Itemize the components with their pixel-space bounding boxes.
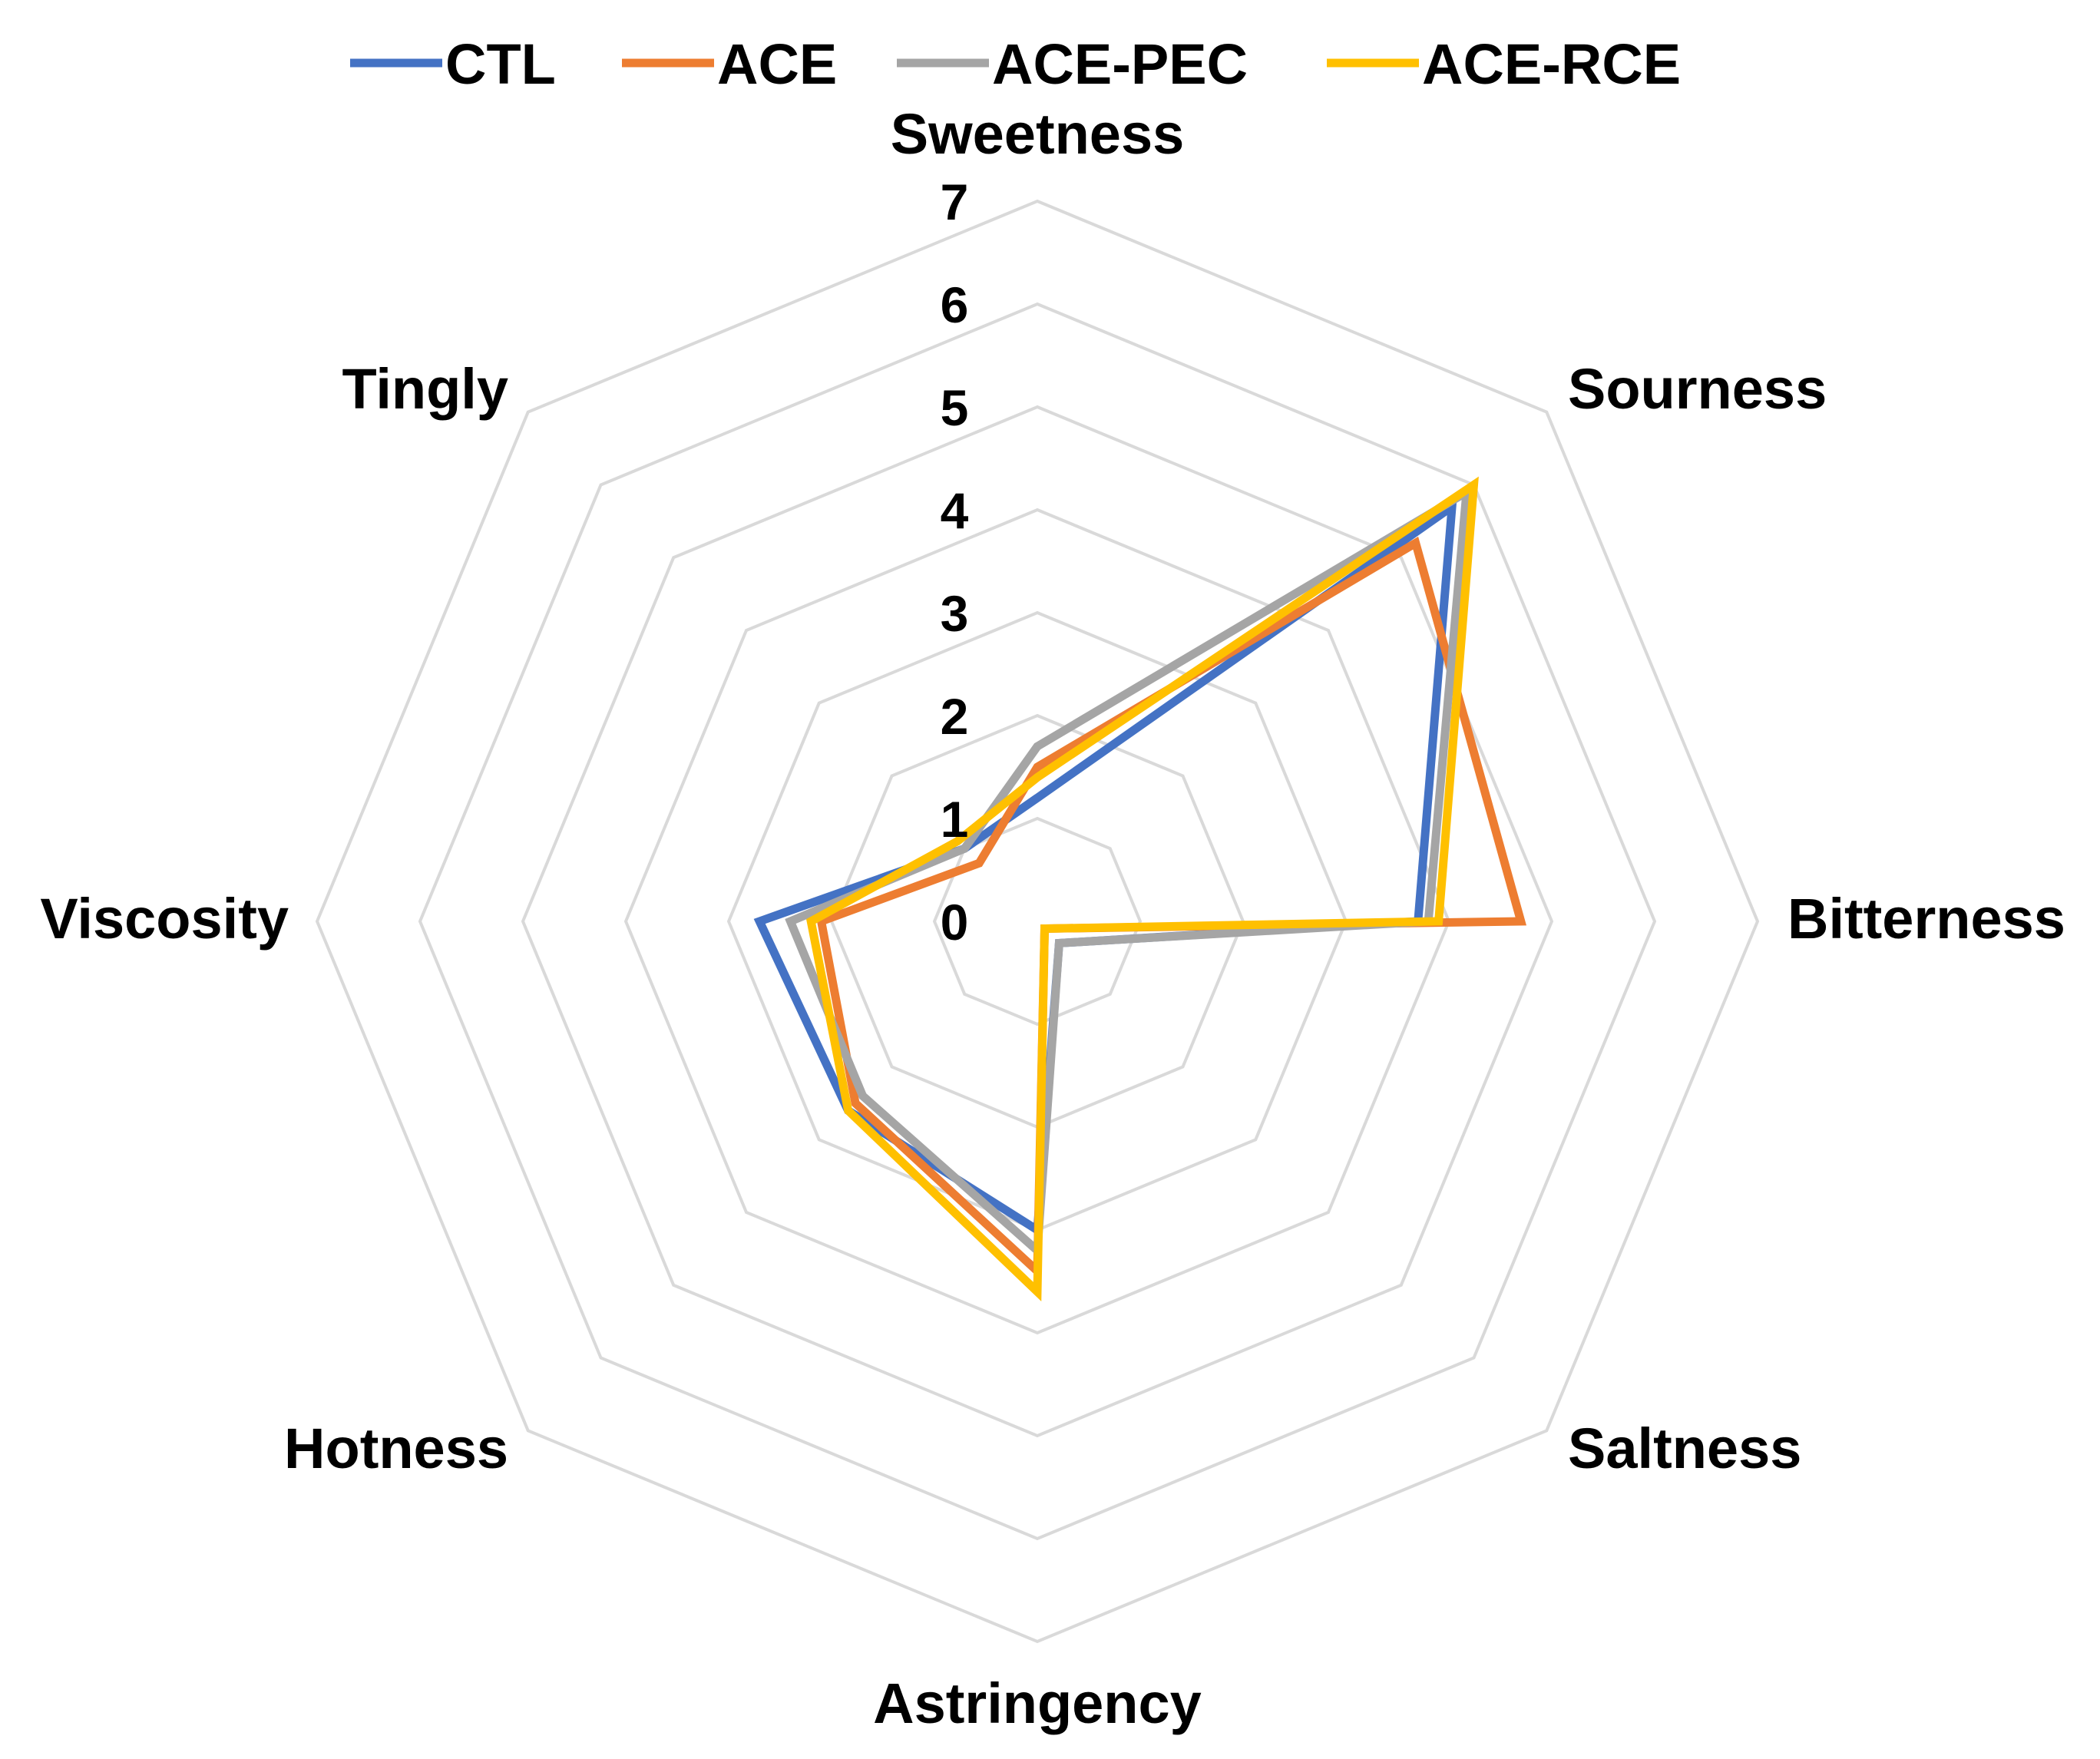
legend-label-ace: ACE — [717, 32, 837, 96]
tick-label: 1 — [941, 791, 969, 848]
axis-labels: Sweetness Sourness Bitterness Saltness Astri… — [40, 102, 2065, 1735]
axis-label-astringency: Astringency — [873, 1671, 1202, 1735]
grid-ring-7 — [315, 199, 1760, 1644]
axis-label-viscosity: Viscosity — [40, 887, 289, 951]
legend-label-ace-rce: ACE-RCE — [1422, 32, 1681, 96]
axis-label-sourness: Sourness — [1568, 357, 1827, 421]
tick-label: 4 — [941, 482, 969, 539]
tick-label: 7 — [941, 174, 969, 230]
tick-label: 6 — [941, 276, 969, 333]
tick-label: 2 — [941, 688, 969, 745]
grid-layer — [315, 199, 1760, 1644]
legend-label-ctl: CTL — [445, 32, 556, 96]
tick-label: 0 — [941, 894, 969, 951]
axis-label-saltness: Saltness — [1568, 1417, 1801, 1480]
legend-label-ace-pec: ACE-PEC — [992, 32, 1248, 96]
tick-label: 3 — [941, 585, 969, 642]
series-layer — [753, 476, 1527, 1302]
axis-label-bitterness: Bitterness — [1787, 887, 2065, 951]
series-ace-rce-line — [806, 476, 1479, 1302]
grid-ring-6 — [418, 302, 1657, 1541]
axis-label-tingly: Tingly — [342, 357, 508, 421]
legend: CTL ACE ACE-PEC ACE-RCE — [350, 32, 1681, 96]
axis-label-hotness: Hotness — [284, 1417, 508, 1480]
axis-label-sweetness: Sweetness — [891, 102, 1185, 166]
grid-ring-4 — [623, 508, 1451, 1335]
tick-label: 5 — [941, 379, 969, 436]
tick-labels: 0 1 2 3 4 5 6 7 — [941, 174, 969, 951]
